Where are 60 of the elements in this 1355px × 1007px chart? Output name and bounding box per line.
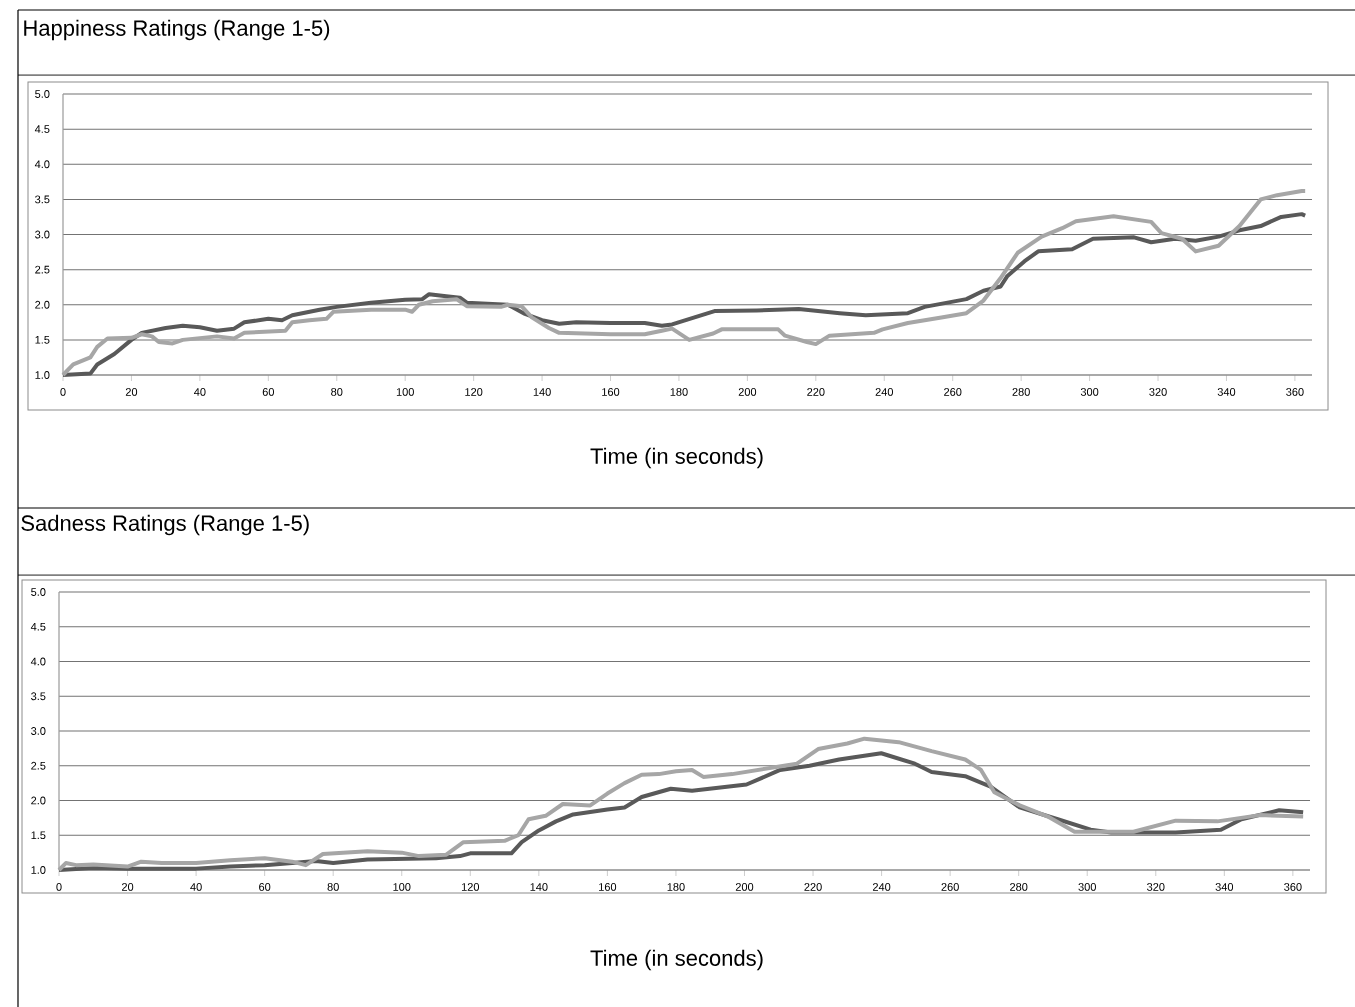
x-tick-label: 360 bbox=[1284, 883, 1302, 891]
x-tick-label: 280 bbox=[1010, 883, 1028, 891]
x-tick-label: 220 bbox=[807, 388, 825, 396]
x-tick-label: 40 bbox=[190, 883, 202, 891]
x-tick-label: 240 bbox=[875, 388, 893, 396]
x-tick-label: 0 bbox=[56, 883, 62, 891]
x-tick-label: 80 bbox=[327, 883, 339, 891]
y-tick-label: 4.5 bbox=[30, 622, 46, 631]
x-tick-label: 60 bbox=[259, 883, 271, 891]
x-tick-label: 240 bbox=[872, 883, 891, 891]
x-tick-label: 280 bbox=[1012, 388, 1030, 396]
y-tick-label: 2.0 bbox=[35, 300, 50, 309]
x-tick-label: 100 bbox=[393, 883, 411, 891]
x-tick-label: 300 bbox=[1078, 883, 1096, 891]
x-tick-label: 20 bbox=[122, 883, 134, 891]
x-tick-label: 260 bbox=[944, 388, 962, 396]
x-tick-label: 160 bbox=[599, 883, 617, 891]
x-axis-title: Time (in seconds) bbox=[590, 949, 763, 971]
y-tick-label: 1.5 bbox=[31, 831, 46, 840]
x-tick-label: 40 bbox=[194, 388, 206, 396]
y-tick-label: 4.0 bbox=[30, 657, 46, 666]
x-tick-label: 180 bbox=[667, 883, 685, 891]
x-tick-label: 300 bbox=[1080, 388, 1099, 396]
y-tick-label: 1.0 bbox=[35, 371, 50, 379]
x-tick-label: 140 bbox=[533, 388, 551, 396]
x-tick-label: 200 bbox=[738, 388, 757, 396]
x-tick-label: 60 bbox=[262, 388, 274, 396]
x-tick-label: 320 bbox=[1147, 883, 1165, 891]
y-tick-label: 5.0 bbox=[35, 90, 50, 98]
x-tick-label: 20 bbox=[125, 388, 138, 396]
chart-title: Happiness Ratings (Range 1-5) bbox=[24, 19, 330, 41]
y-tick-label: 1.0 bbox=[31, 866, 46, 874]
y-tick-label: 3.0 bbox=[31, 727, 46, 735]
x-tick-label: 140 bbox=[530, 883, 548, 891]
x-tick-label: 320 bbox=[1149, 388, 1167, 396]
y-tick-label: 4.0 bbox=[34, 160, 50, 169]
y-tick-label: 2.5 bbox=[35, 265, 50, 274]
x-tick-label: 340 bbox=[1217, 388, 1236, 396]
x-tick-label: 120 bbox=[465, 388, 483, 396]
y-tick-label: 3.5 bbox=[35, 195, 50, 204]
y-tick-label: 1.5 bbox=[35, 336, 50, 344]
x-tick-label: 220 bbox=[804, 883, 822, 891]
x-tick-label: 0 bbox=[60, 388, 66, 396]
y-tick-label: 2.0 bbox=[31, 796, 46, 805]
y-tick-label: 3.5 bbox=[31, 692, 46, 701]
y-tick-label: 5.0 bbox=[31, 588, 46, 596]
x-tick-label: 180 bbox=[670, 388, 688, 396]
x-tick-label: 360 bbox=[1286, 388, 1304, 396]
x-tick-label: 200 bbox=[735, 883, 754, 891]
x-tick-label: 100 bbox=[396, 388, 414, 396]
x-tick-label: 340 bbox=[1215, 883, 1234, 891]
x-axis-title: Time (in seconds) bbox=[590, 447, 763, 469]
chart-title: Sadness Ratings (Range 1-5) bbox=[21, 514, 309, 536]
x-tick-label: 80 bbox=[331, 388, 343, 396]
x-tick-label: 260 bbox=[941, 883, 959, 891]
x-tick-label: 160 bbox=[602, 388, 620, 396]
y-tick-label: 3.0 bbox=[35, 230, 50, 239]
y-tick-label: 4.5 bbox=[34, 125, 50, 133]
x-tick-label: 120 bbox=[461, 883, 480, 891]
y-tick-label: 2.5 bbox=[31, 761, 46, 770]
